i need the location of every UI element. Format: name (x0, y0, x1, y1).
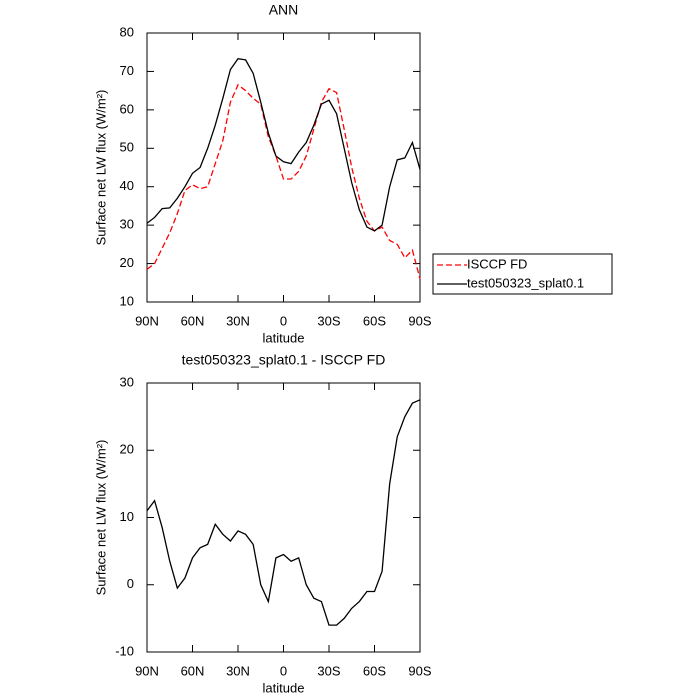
y-tick-label: 70 (120, 63, 134, 78)
data-line (146, 58, 421, 232)
x-tick-label: 60N (181, 663, 205, 678)
y-axis-label: Surface net LW flux (W/m²) (93, 440, 108, 596)
y-tick-label: 60 (120, 101, 134, 116)
data-line (146, 399, 421, 626)
x-tick-label: 60N (181, 313, 205, 328)
x-tick-label: 30S (317, 663, 340, 678)
y-tick-label: 20 (120, 442, 134, 457)
y-tick-label: 10 (120, 509, 134, 524)
y-tick-label: 40 (120, 178, 134, 193)
legend-box (432, 253, 613, 295)
y-tick-label: 10 (120, 293, 134, 308)
x-tick-label: 0 (280, 313, 287, 328)
x-tick-label: 90S (408, 313, 431, 328)
y-axis-label: Surface net LW flux (W/m²) (93, 90, 108, 246)
x-tick-label: 30N (226, 663, 250, 678)
x-tick-label: 90N (135, 313, 159, 328)
y-tick-label: 80 (120, 24, 134, 39)
y-tick-label: 50 (120, 140, 134, 155)
x-axis-label: latitude (263, 330, 305, 345)
chart-title: ANN (269, 2, 299, 18)
x-tick-label: 60S (363, 313, 386, 328)
y-tick-label: 0 (127, 576, 134, 591)
legend-label: test050323_splat0.1 (467, 275, 584, 290)
x-tick-label: 30S (317, 313, 340, 328)
legend-label: ISCCP FD (467, 256, 527, 271)
plot: test050323_splat0.1 - ISCCP FD latitude Su… (93, 352, 431, 696)
plot: ANN latitude Surface net LW flux (W/m²) 10 2… (93, 2, 613, 345)
y-tick-label: -10 (115, 643, 134, 658)
chart-title: test050323_splat0.1 - ISCCP FD (182, 352, 386, 368)
x-tick-label: 30N (226, 313, 250, 328)
x-tick-label: 0 (280, 663, 287, 678)
x-tick-label: 90N (135, 663, 159, 678)
x-axis-label: latitude (263, 680, 305, 695)
plot-frame (146, 32, 421, 303)
plot-frame (146, 382, 421, 653)
x-tick-label: 90S (408, 663, 431, 678)
y-tick-label: 20 (120, 255, 134, 270)
x-tick-label: 60S (363, 663, 386, 678)
y-tick-label: 30 (120, 374, 134, 389)
y-tick-label: 30 (120, 217, 134, 232)
